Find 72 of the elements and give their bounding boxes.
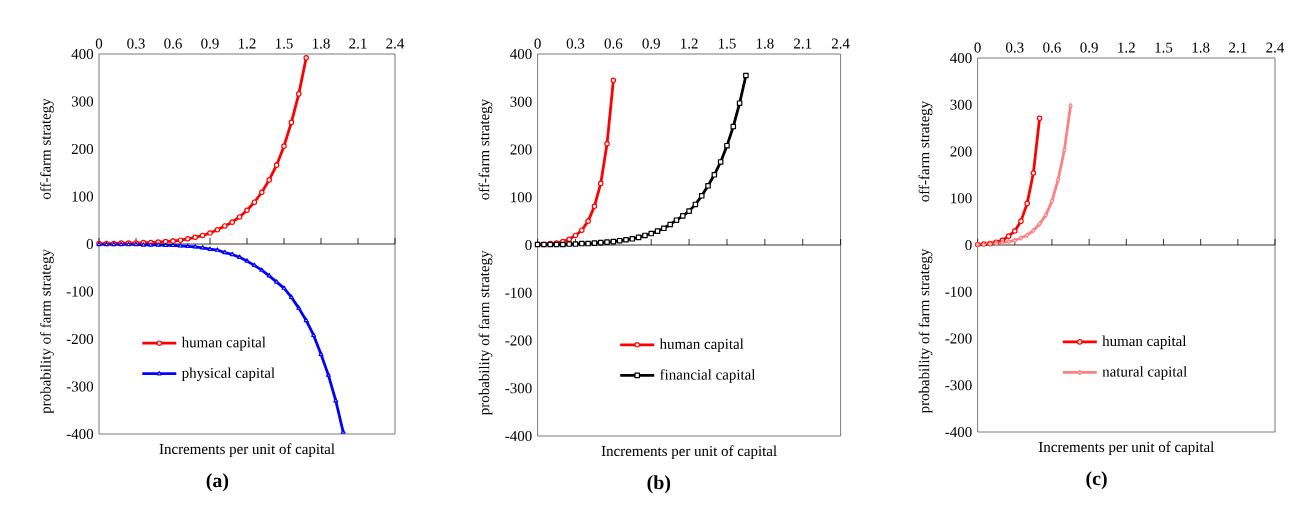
legend-label: human capital [1102, 335, 1187, 350]
y-tick-label: 300 [510, 96, 532, 107]
y-tick-label: -400 [505, 430, 532, 442]
x-tick-label: 0.3 [1006, 42, 1024, 53]
x-tick-label: 2.1 [794, 38, 812, 49]
y-tick-label: -200 [505, 335, 532, 346]
y-tick-label: -300 [945, 380, 972, 391]
x-tick-label: 0.9 [201, 38, 219, 49]
x-axis-title: Increments per unit of capital [1038, 441, 1214, 456]
y-tick-label: 400 [510, 48, 532, 60]
y-tick-label: -300 [66, 381, 94, 392]
legend-label: physical capital [181, 367, 275, 382]
text: probability of farm strategy [40, 249, 54, 414]
y-tick-label: 400 [71, 48, 94, 60]
x-tick-label: 1.5 [275, 38, 293, 49]
y-tick-label: 0 [525, 239, 532, 251]
x-tick-label: 2.1 [349, 38, 367, 49]
y-axis-title: off-farm strategy [40, 98, 54, 200]
x-tick-label: 0 [95, 38, 103, 49]
x-tick-label: 1.2 [238, 38, 256, 49]
x-tick-label: 0.6 [604, 38, 623, 49]
y-tick-label: -200 [66, 333, 94, 345]
x-tick-label: 1.2 [681, 38, 698, 49]
x-tick-label: 1.2 [1118, 42, 1135, 53]
x-tick-label: 0 [974, 42, 981, 53]
x-tick-label: 0.6 [164, 38, 182, 49]
x-tick-label: 1.8 [756, 38, 774, 49]
y-tick-label: -100 [66, 286, 94, 297]
x-tick-label: 2.4 [831, 38, 850, 49]
x-axis-title: Increments per unit of capital [601, 445, 777, 460]
x-tick-label: 0.9 [642, 38, 660, 49]
x-tick-label: 1.8 [1192, 42, 1210, 53]
y-tick-label: -400 [66, 428, 94, 440]
x-tick-label: 0.6 [1043, 42, 1061, 53]
y-tick-label: -100 [945, 286, 972, 297]
y-tick-label: 100 [511, 192, 532, 203]
text: probability of farm strategy [478, 250, 493, 415]
x-tick-label: 0.3 [127, 38, 145, 49]
y-axis-title: off-farm strategy [918, 100, 933, 202]
x-tick-label: 2.4 [386, 38, 405, 49]
y-tick-label: 100 [951, 193, 972, 204]
y-tick-label: -300 [505, 383, 532, 394]
y-tick-label: -100 [505, 287, 532, 298]
x-tick-label: 1.5 [1155, 42, 1173, 53]
text: probability of farm strategy [918, 248, 933, 414]
text: (c) [1086, 471, 1107, 490]
y-axis-title: off-farm strategy [478, 98, 493, 200]
x-tick-label: 0 [534, 38, 541, 49]
y-tick-label: 300 [71, 96, 94, 107]
legend-label: financial capital [660, 369, 756, 383]
text: (a) [206, 473, 229, 492]
y-tick-label: -400 [945, 426, 972, 438]
legend-label: natural capital [1102, 366, 1187, 380]
x-tick-label: 1.8 [312, 38, 330, 49]
y-tick-label: 200 [510, 144, 532, 155]
y-tick-label: 200 [71, 143, 94, 155]
x-tick-label: 1.5 [718, 38, 736, 49]
y-tick-label: -200 [945, 333, 972, 344]
x-tick-label: 2.4 [1266, 42, 1285, 53]
y-tick-label: 400 [950, 52, 972, 64]
x-axis-title: Increments per unit of capital [159, 443, 335, 458]
x-tick-label: 2.1 [1229, 42, 1247, 53]
x-tick-label: 0.9 [1080, 42, 1098, 53]
y-tick-label: 0 [965, 239, 972, 251]
x-tick-label: 0.3 [566, 38, 585, 49]
y-tick-label: 300 [950, 99, 972, 110]
legend-label: human capital [659, 338, 744, 353]
y-tick-label: 100 [72, 191, 94, 202]
text: (b) [647, 475, 671, 494]
legend-label: human capital [181, 336, 266, 351]
y-tick-label: 200 [950, 146, 972, 157]
y-tick-label: 0 [86, 238, 94, 250]
